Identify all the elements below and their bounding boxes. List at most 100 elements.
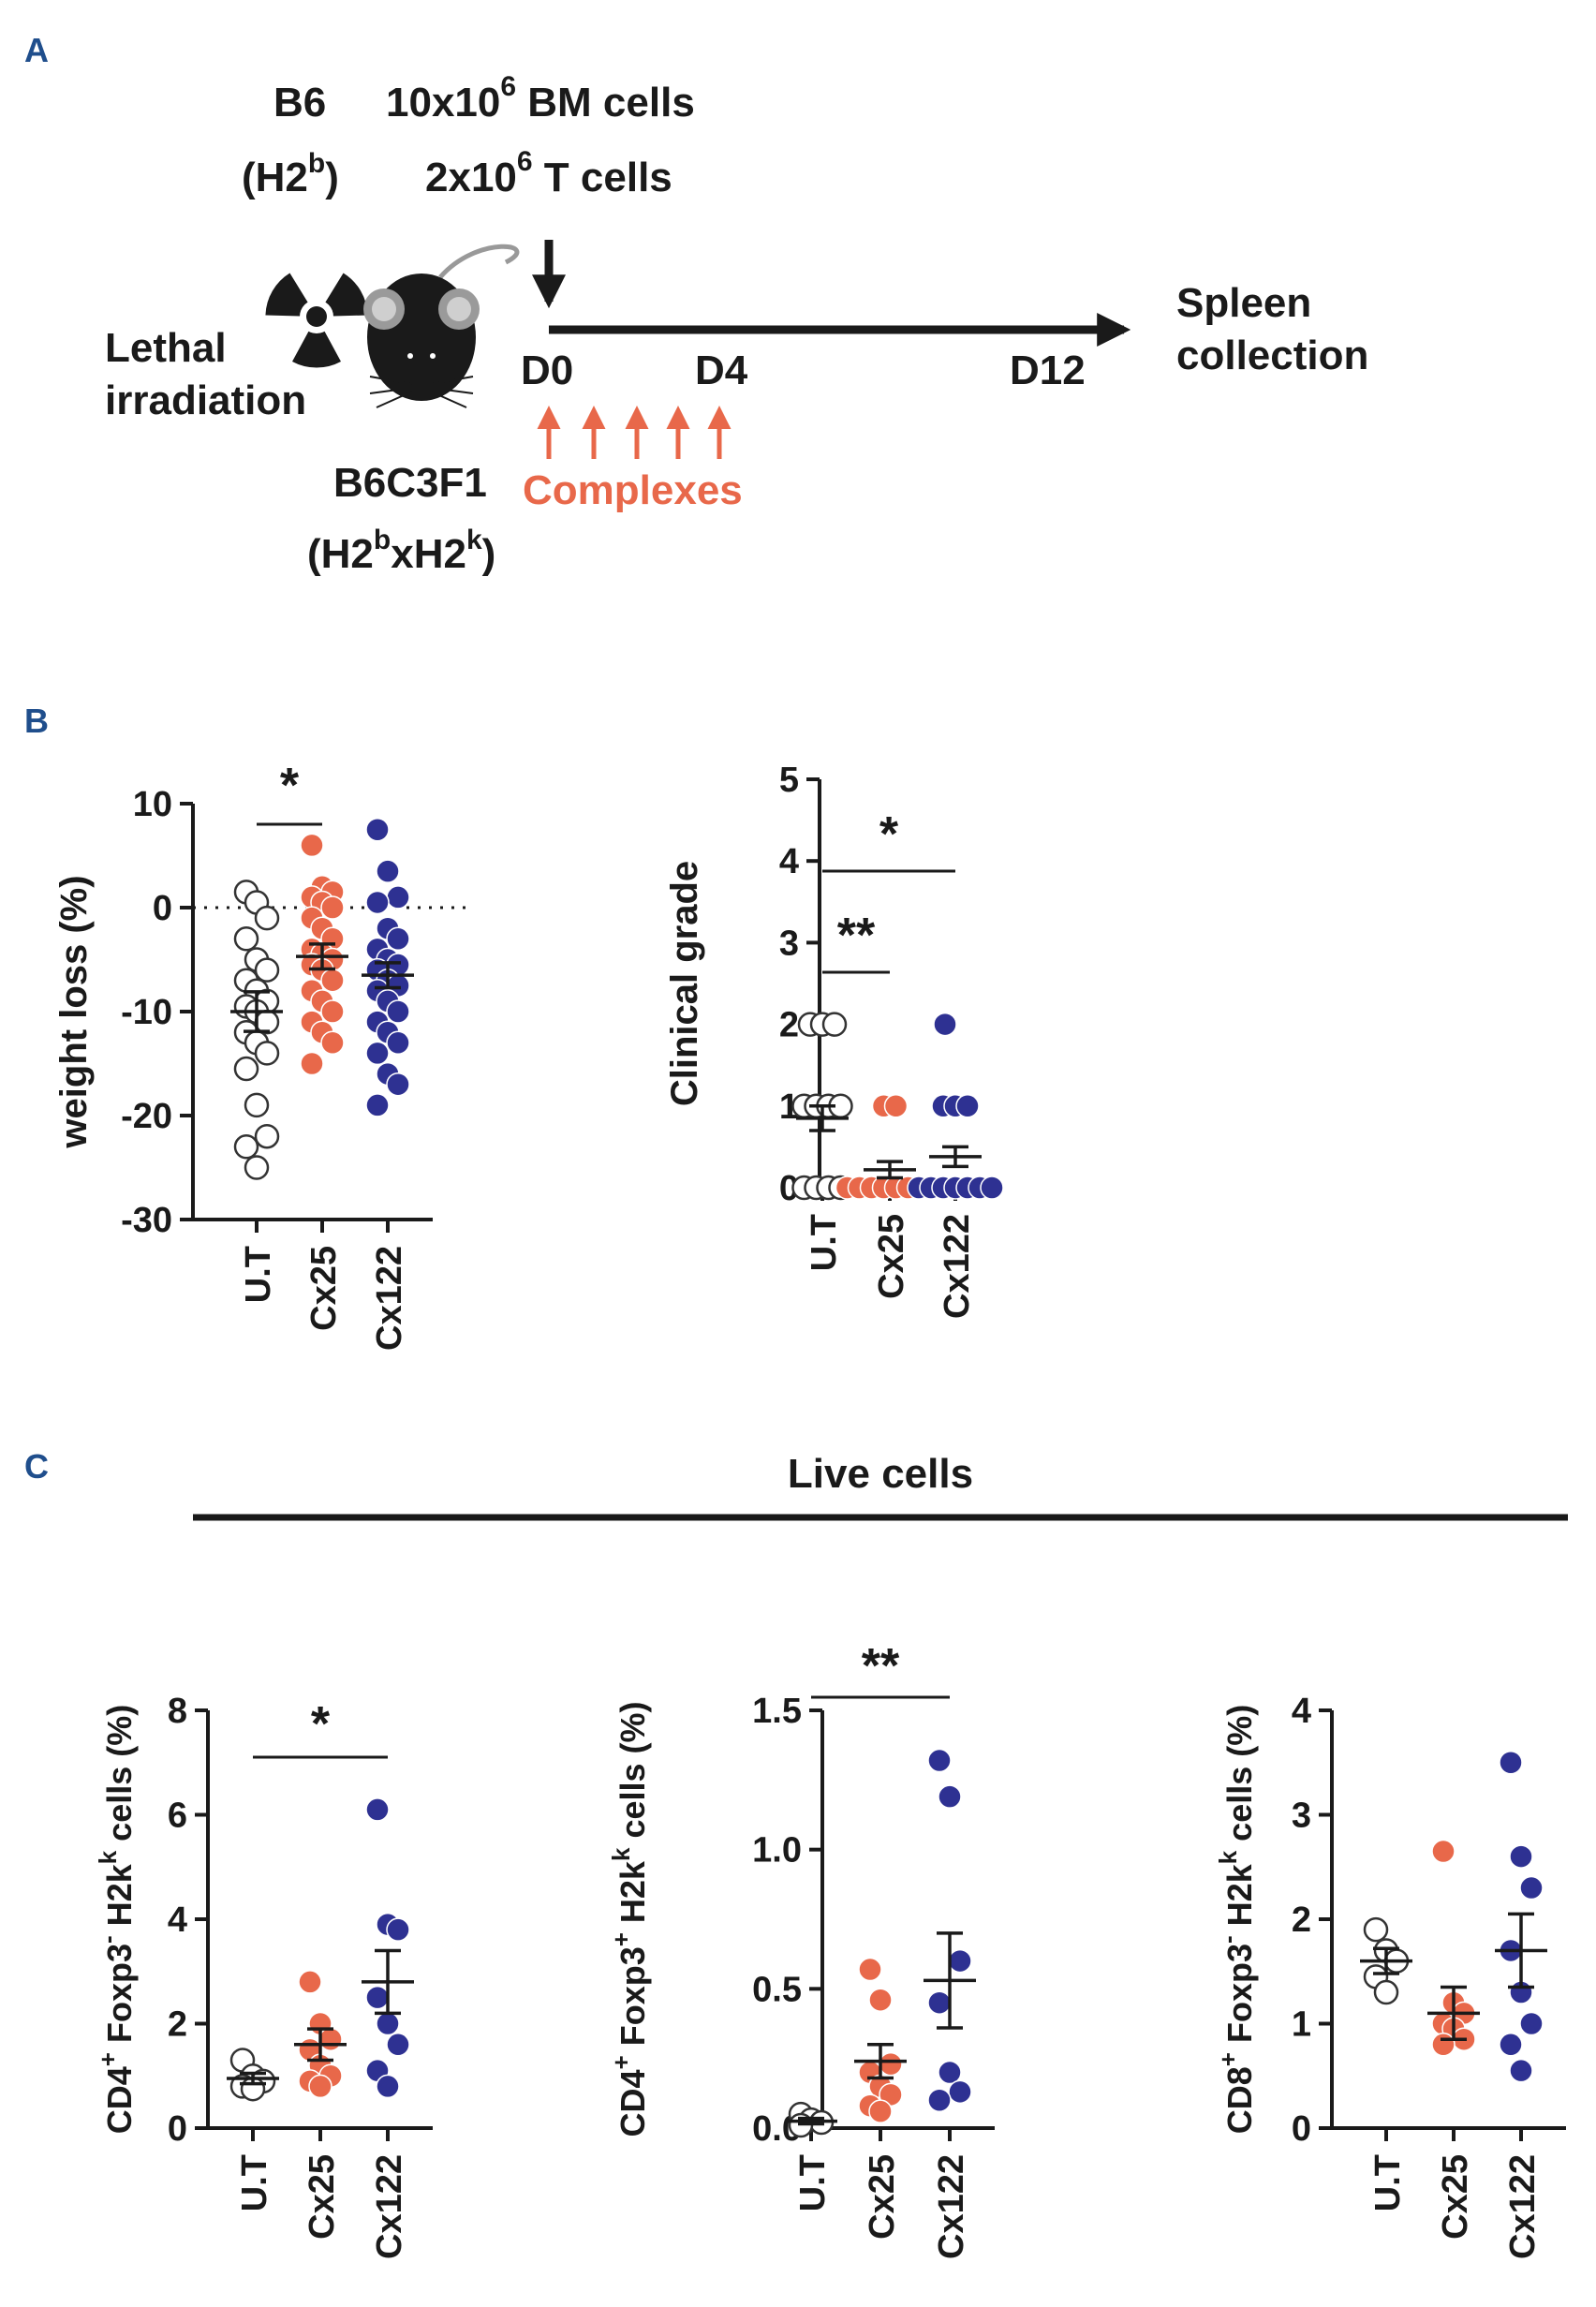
- data-point-cx122: [927, 1990, 952, 2015]
- y-tick-label: 0: [168, 2109, 187, 2149]
- significance-label: *: [311, 1697, 331, 1752]
- data-point-cx122: [376, 2011, 400, 2036]
- endpoint-label-2: collection: [1176, 333, 1368, 378]
- data-point-cx122: [938, 2060, 962, 2085]
- y-tick-label: 2: [168, 2005, 187, 2045]
- x-category-label: U.T: [805, 1214, 844, 1271]
- data-point-ut: [254, 957, 280, 983]
- data-point-cx122: [365, 1797, 390, 1822]
- significance-label: *: [280, 759, 300, 813]
- data-point-cx122: [376, 2074, 400, 2099]
- panel-label-b: B: [24, 702, 49, 740]
- y-tick-label: 1.5: [752, 1692, 802, 1731]
- data-point-cx122: [386, 1030, 410, 1056]
- data-point-cx122: [955, 1094, 980, 1118]
- t-cells-dose: 2x106 T cells: [425, 146, 672, 200]
- y-tick-label: 4: [1292, 1692, 1311, 1731]
- y-tick-label: 2: [1292, 1900, 1311, 1940]
- data-point-cx122: [386, 1072, 410, 1097]
- x-category-label: Cx25: [872, 1214, 911, 1299]
- data-point-cx122: [927, 1748, 952, 1773]
- x-category-label: Cx122: [370, 1246, 409, 1351]
- recipient-strain: B6C3F1: [333, 460, 487, 506]
- panel-label-a: A: [24, 31, 49, 69]
- mouse-icon: [363, 244, 520, 408]
- data-point-cx25: [879, 2051, 903, 2077]
- data-point-cx122: [1499, 1751, 1523, 1775]
- data-point-ut: [821, 1012, 848, 1037]
- day-0-label: D0: [521, 348, 573, 393]
- cd4-foxp3neg-chart: 0 2 4 6 8 U.T Cx25 Cx122 CD4+ Foxp3- H2kk cells …: [94, 1692, 433, 2259]
- data-point-cx122: [1509, 1844, 1533, 1869]
- y-tick-label: 1.0: [752, 1831, 802, 1871]
- x-category-label: Cx25: [303, 2154, 342, 2240]
- y-tick-label: 4: [168, 1900, 187, 1940]
- cd8-foxp3neg-chart: 0 1 2 3 4 U.T Cx25 Cx122 CD8+ Foxp3- H2kk cells …: [1214, 1692, 1566, 2259]
- y-axis-label: CD8+ Foxp3- H2kk cells (%): [1214, 1705, 1259, 2134]
- x-category-label: Cx122: [370, 2154, 409, 2259]
- data-point-cx25: [868, 1988, 893, 2012]
- data-point-ut: [244, 1092, 270, 1118]
- data-point-cx122: [386, 926, 410, 952]
- clinical-grade-chart: 0 1 2 3 4 5 U.T Cx25 Cx122 Clinical grade ***: [664, 761, 1004, 1319]
- data-point-cx122: [1519, 1875, 1544, 1900]
- data-point-cx25: [868, 2099, 893, 2123]
- day-4-label: D4: [695, 348, 748, 393]
- data-point-cx25: [1431, 2033, 1456, 2057]
- complex-injection-arrows: [537, 406, 732, 459]
- data-point-cx25: [320, 968, 345, 993]
- data-point-ut: [233, 1134, 259, 1160]
- data-point-cx25: [298, 1970, 322, 1994]
- panel-label-c: C: [24, 1447, 49, 1486]
- data-point-cx25: [320, 895, 345, 920]
- data-point-ut: [254, 1041, 280, 1066]
- y-tick-label: 2: [779, 1006, 799, 1045]
- data-point-cx25: [883, 1094, 909, 1118]
- data-point-cx122: [948, 1948, 972, 1974]
- y-tick-label: 0: [153, 889, 172, 928]
- y-tick-label: -10: [121, 993, 172, 1032]
- y-tick-label: 4: [779, 842, 799, 881]
- data-point-cx25: [858, 1957, 882, 1982]
- y-axis-label: CD4+ Foxp3- H2kk cells (%): [94, 1705, 139, 2134]
- data-point-ut: [233, 926, 259, 952]
- y-tick-label: 1: [779, 1087, 799, 1127]
- y-tick-label: 8: [168, 1692, 187, 1731]
- data-point-cx122: [365, 818, 390, 842]
- y-tick-label: -20: [121, 1097, 172, 1136]
- y-tick-label: 3: [1292, 1797, 1311, 1836]
- endpoint-label-1: Spleen: [1176, 280, 1311, 326]
- data-point-cx122: [365, 1093, 390, 1117]
- data-point-cx25: [300, 833, 324, 858]
- data-point-cx25: [320, 999, 345, 1024]
- y-tick-label: -30: [121, 1201, 172, 1240]
- y-axis-label: CD4+ Foxp3+ H2kk cells (%): [607, 1702, 652, 2137]
- data-point-cx122: [1499, 2033, 1523, 2057]
- data-point-cx122: [386, 2033, 410, 2057]
- y-tick-label: 0: [1292, 2109, 1311, 2149]
- y-tick-label: 5: [779, 761, 799, 800]
- data-point-cx25: [320, 1030, 345, 1056]
- data-point-ut: [233, 1056, 259, 1082]
- data-point-cx122: [376, 859, 400, 883]
- x-category-label: Cx25: [863, 2154, 902, 2240]
- data-point-cx122: [365, 1041, 390, 1066]
- x-category-label: Cx122: [1503, 2154, 1543, 2259]
- data-point-cx25: [308, 2074, 332, 2099]
- y-axis-label: weight loss (%): [53, 875, 95, 1148]
- data-point-cx122: [365, 890, 390, 915]
- x-category-label: Cx25: [304, 1246, 344, 1331]
- irradiation-label-1: Lethal: [105, 325, 227, 371]
- data-point-cx122: [1509, 2058, 1533, 2083]
- data-point-ut: [1373, 1979, 1399, 2005]
- data-point-ut: [244, 1155, 270, 1180]
- significance-label: *: [879, 807, 899, 862]
- irradiation-label-2: irradiation: [105, 377, 306, 423]
- x-category-label: U.T: [793, 2154, 833, 2211]
- data-point-ut: [254, 1123, 280, 1149]
- x-category-label: Cx122: [938, 1214, 977, 1319]
- donor-strain: B6: [273, 80, 326, 126]
- radiation-icon: [265, 273, 368, 368]
